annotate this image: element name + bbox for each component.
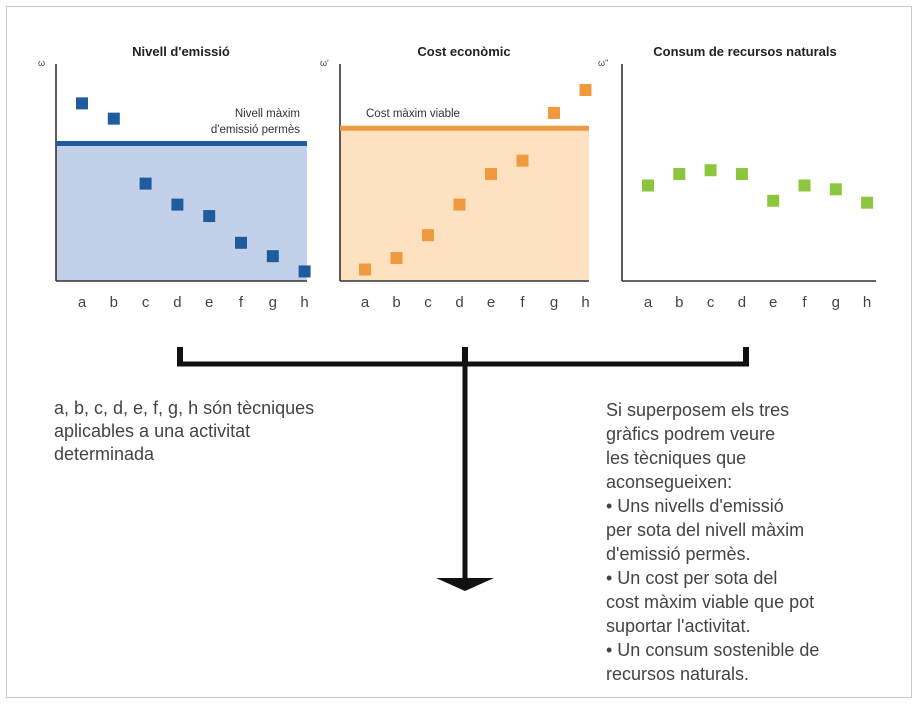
threshold-label: Cost màxim viable: [366, 108, 460, 120]
y-axis-label: ω: [38, 58, 45, 68]
x-tick-label: d: [738, 294, 746, 311]
data-point-b: [390, 252, 403, 265]
conclusion-note: Si superposem els tres gràfics podrem ve…: [606, 398, 906, 686]
acceptable-region: [56, 143, 307, 281]
x-tick-label: b: [110, 294, 118, 311]
y-axis-label: ω'': [598, 58, 609, 68]
data-point-h: [579, 84, 592, 96]
x-tick-label: f: [520, 294, 525, 311]
data-point-f: [798, 179, 811, 192]
data-point-c: [704, 164, 717, 177]
chart-panel-1: Nivell d'emissió ω Nivell màxim d'emissió p…: [38, 44, 311, 311]
x-tick-label: f: [239, 294, 244, 311]
threshold-label: Nivell màxim: [235, 108, 300, 120]
y-axis-label: ω': [320, 58, 329, 68]
data-point-a: [76, 97, 88, 110]
data-point-g: [829, 183, 842, 196]
x-tick-label: g: [269, 294, 277, 311]
data-point-d: [171, 198, 184, 211]
charts-group: Nivell d'emissió ω Nivell màxim d'emissió p…: [38, 44, 876, 311]
x-tick-label: c: [142, 294, 150, 311]
conclusion-line: • Un consum sostenible de: [606, 640, 820, 660]
data-point-c: [422, 229, 434, 242]
x-tick-label: a: [644, 294, 653, 311]
conclusion-line: recursos naturals.: [606, 664, 750, 684]
chart-panel-2: Cost econòmic ω' Cost màxim viable a b c d e f g h: [320, 44, 592, 311]
data-point-b: [107, 112, 120, 125]
chart-title: Cost econòmic: [417, 44, 510, 59]
x-tick-label: e: [487, 294, 495, 311]
conclusion-line: gràfics podrem veure: [606, 424, 776, 444]
data-point-d: [453, 198, 466, 211]
data-point-h: [298, 265, 311, 278]
x-tick-label: e: [205, 294, 213, 311]
x-tick-label: h: [863, 294, 871, 311]
data-point-d: [735, 168, 748, 181]
x-tick-label: g: [550, 294, 558, 311]
conclusion-line: d'emissió permès.: [606, 544, 751, 564]
data-point-c: [139, 177, 152, 190]
chart-panel-3: Consum de recursos naturals ω'' a b c d e f g h: [598, 44, 876, 311]
x-tick-label: c: [424, 294, 432, 311]
chart-title: Consum de recursos naturals: [653, 44, 837, 59]
conclusion-line: cost màxim viable que pot: [606, 592, 815, 612]
data-point-h: [861, 196, 874, 209]
data-point-a: [642, 179, 654, 192]
x-tick-label: d: [173, 294, 181, 311]
conclusion-line: aconsegueixen:: [606, 472, 733, 492]
x-tick-label: g: [832, 294, 840, 311]
techniques-note: a, b, c, d, e, f, g, h són tècniques apl…: [54, 398, 315, 464]
x-tick-label: d: [455, 294, 463, 311]
data-point-f: [235, 236, 247, 249]
data-point-e: [203, 210, 216, 223]
conclusion-line: Si superposem els tres: [606, 400, 790, 420]
data-point-g: [548, 106, 560, 119]
x-tick-label: a: [78, 294, 87, 311]
arrow-head: [436, 578, 494, 591]
x-tick-label: b: [392, 294, 400, 311]
data-point-b: [673, 168, 686, 181]
conclusion-line: • Un cost per sota del: [606, 568, 778, 588]
conclusion-line: • Uns nivells d'emissió: [606, 496, 784, 516]
connector-arrow: [177, 347, 749, 591]
figure-frame: [6, 6, 912, 698]
x-tick-label: h: [581, 294, 589, 311]
data-point-e: [767, 194, 780, 207]
x-tick-label: c: [707, 294, 715, 311]
data-point-g: [266, 250, 279, 263]
x-tick-label: a: [361, 294, 370, 311]
chart-title: Nivell d'emissió: [132, 44, 230, 59]
conclusion-line: per sota del nivell màxim: [606, 520, 805, 540]
x-tick-label: f: [802, 294, 807, 311]
x-tick-label: b: [675, 294, 683, 311]
conclusion-line: les tècniques que: [606, 448, 747, 468]
threshold-label: d'emissió permès: [211, 124, 300, 136]
x-tick-label: e: [769, 294, 777, 311]
x-tick-label: h: [300, 294, 308, 311]
data-point-f: [516, 154, 529, 167]
data-point-a: [359, 263, 371, 276]
conclusion-line: suportar l'activitat.: [606, 616, 751, 636]
data-point-e: [485, 168, 497, 181]
